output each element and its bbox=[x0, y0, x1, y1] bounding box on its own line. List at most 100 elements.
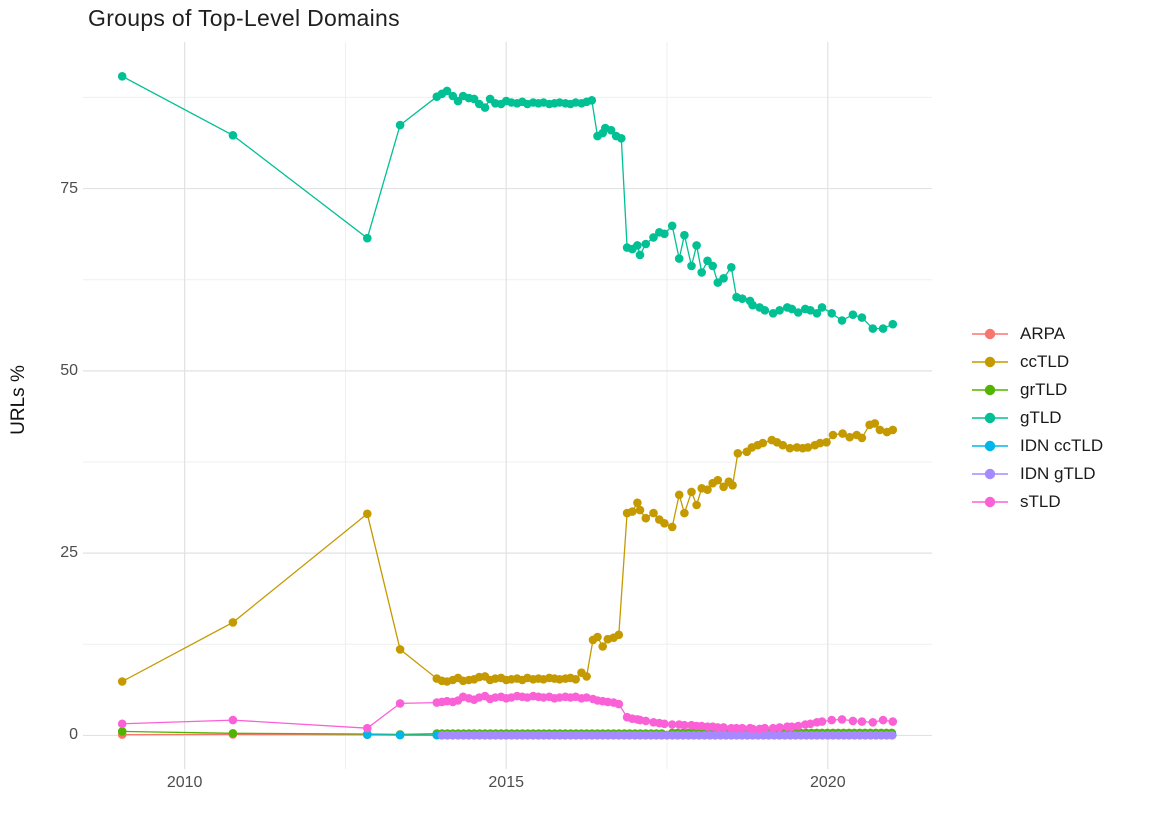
x-tick-label: 2020 bbox=[810, 774, 846, 791]
legend-item-arpa: ARPA bbox=[972, 320, 1103, 348]
data-point-stld bbox=[719, 723, 728, 732]
legend-item-idn-gtld: IDN gTLD bbox=[972, 460, 1103, 488]
legend-key-dot bbox=[984, 440, 996, 452]
legend-item-label: ccTLD bbox=[1020, 352, 1070, 371]
data-point-stld bbox=[760, 723, 770, 733]
data-point-cctld bbox=[635, 505, 645, 515]
data-point-gtld bbox=[748, 300, 757, 310]
data-point-cctld bbox=[674, 490, 684, 500]
legend-key-icon bbox=[972, 356, 1008, 368]
data-point-gtld bbox=[768, 309, 778, 318]
legend-item-label: IDN gTLD bbox=[1020, 464, 1096, 483]
data-point-gtld bbox=[635, 250, 645, 260]
data-point-grtld bbox=[228, 729, 238, 738]
data-point-cctld bbox=[363, 509, 372, 519]
data-point-idn-gtld bbox=[887, 731, 897, 740]
legend: ARPA ccTLD grTLD gTLD IDN ccTLD IDN gTLD sTLD bbox=[972, 320, 1103, 516]
data-point-cctld bbox=[888, 425, 898, 435]
data-point-gtld bbox=[760, 306, 770, 315]
data-point-stld bbox=[228, 715, 238, 725]
data-point-stld bbox=[837, 715, 847, 724]
data-point-stld bbox=[117, 719, 127, 729]
data-point-cctld bbox=[614, 630, 624, 640]
data-point-gtld bbox=[606, 125, 616, 135]
data-point-gtld bbox=[817, 303, 827, 312]
data-point-stld bbox=[680, 720, 689, 730]
y-axis-title: URLs % bbox=[8, 365, 29, 435]
legend-key-dot bbox=[984, 412, 996, 424]
legend-key-dot bbox=[984, 328, 996, 340]
data-point-gtld bbox=[442, 86, 452, 96]
data-point-idn-cctld bbox=[363, 730, 372, 739]
x-tick-label: 2010 bbox=[166, 774, 203, 791]
data-point-stld bbox=[868, 718, 878, 727]
series-gtld bbox=[117, 72, 898, 333]
data-point-stld bbox=[395, 699, 405, 708]
legend-item-label: ARPA bbox=[1020, 324, 1066, 343]
data-point-gtld bbox=[480, 103, 490, 112]
data-point-cctld bbox=[758, 438, 768, 448]
data-point-gtld bbox=[857, 313, 867, 322]
data-point-cctld bbox=[803, 443, 813, 452]
series-cctld bbox=[117, 419, 898, 686]
data-point-cctld bbox=[228, 618, 238, 627]
data-point-cctld bbox=[660, 519, 669, 528]
data-point-gtld bbox=[719, 274, 728, 283]
data-point-stld bbox=[768, 723, 778, 733]
y-tick-label: 0 bbox=[69, 726, 78, 744]
data-point-stld bbox=[857, 717, 867, 726]
data-point-gtld bbox=[848, 310, 858, 320]
data-point-gtld bbox=[888, 319, 898, 329]
data-point-gtld bbox=[363, 233, 372, 243]
legend-key-dot bbox=[984, 356, 996, 368]
data-point-stld bbox=[775, 723, 784, 732]
data-point-cctld bbox=[728, 481, 737, 490]
y-tick-label: 25 bbox=[60, 544, 78, 562]
data-point-cctld bbox=[628, 507, 637, 516]
legend-item-label: IDN ccTLD bbox=[1020, 436, 1104, 455]
data-point-stld bbox=[793, 721, 803, 731]
legend-key-dot bbox=[984, 384, 996, 396]
data-point-stld bbox=[363, 723, 372, 733]
data-point-gtld bbox=[697, 268, 706, 277]
data-point-cctld bbox=[692, 500, 701, 510]
legend-key-dot bbox=[984, 468, 996, 480]
data-point-cctld bbox=[838, 429, 847, 438]
data-point-gtld bbox=[228, 131, 238, 140]
data-point-gtld bbox=[787, 304, 797, 314]
chart-title: Groups of Top-Level Domains bbox=[88, 5, 400, 31]
data-point-stld bbox=[848, 716, 858, 726]
gridlines bbox=[83, 42, 932, 769]
data-point-cctld bbox=[845, 432, 854, 442]
data-point-cctld bbox=[598, 642, 607, 651]
data-point-cctld bbox=[822, 438, 831, 447]
data-point-cctld bbox=[713, 475, 723, 485]
legend-key-icon bbox=[972, 384, 1008, 396]
legend-item-stld: sTLD bbox=[972, 488, 1103, 516]
data-point-gtld bbox=[117, 72, 127, 81]
data-point-gtld bbox=[793, 308, 803, 317]
data-point-gtld bbox=[775, 306, 784, 315]
legend-item-label: grTLD bbox=[1020, 380, 1068, 399]
data-point-stld bbox=[748, 724, 757, 734]
data-point-gtld bbox=[868, 324, 878, 333]
data-point-cctld bbox=[687, 487, 696, 497]
legend-item-label: sTLD bbox=[1020, 492, 1061, 511]
legend-key-dot bbox=[984, 496, 996, 508]
data-point-stld bbox=[878, 715, 888, 725]
data-point-gtld bbox=[687, 261, 696, 271]
data-point-gtld bbox=[812, 309, 822, 318]
data-point-stld bbox=[888, 717, 898, 726]
data-point-stld bbox=[660, 719, 669, 729]
data-point-gtld bbox=[692, 241, 701, 250]
legend-item-grtld: grTLD bbox=[972, 376, 1103, 404]
legend-item-cctld: ccTLD bbox=[972, 348, 1103, 376]
data-point-gtld bbox=[837, 316, 847, 325]
data-point-cctld bbox=[703, 485, 712, 495]
data-point-gtld bbox=[617, 134, 626, 143]
data-point-gtld bbox=[667, 221, 677, 231]
data-point-stld bbox=[817, 717, 827, 726]
data-point-cctld bbox=[815, 438, 825, 448]
